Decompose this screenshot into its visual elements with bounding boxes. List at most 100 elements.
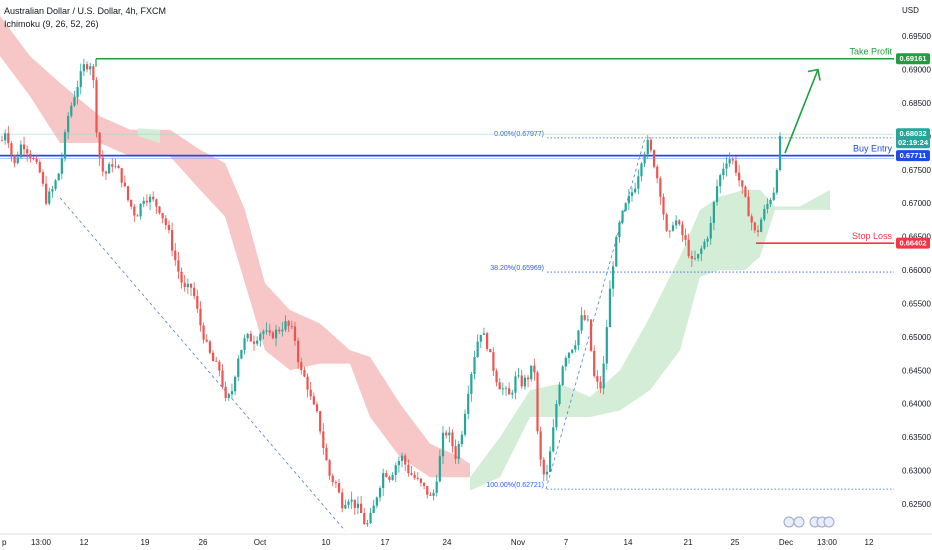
candle-body	[703, 241, 706, 249]
event-flag-icon[interactable]	[783, 516, 795, 528]
candle-body	[536, 372, 539, 432]
candle-down	[174, 242, 177, 266]
candle-body	[530, 365, 533, 380]
cloud-bullish	[470, 189, 830, 491]
y-tick-label: 0.65500	[902, 299, 931, 308]
event-flag-icon[interactable]	[823, 516, 835, 528]
candle-body	[766, 203, 769, 209]
candle-body	[561, 366, 564, 385]
x-tick-label: p	[2, 538, 7, 547]
candle-up	[675, 215, 678, 229]
candle-body	[643, 154, 646, 164]
indicator-legend[interactable]: Ichimoku (9, 26, 52, 26)	[4, 19, 99, 29]
candle-down	[13, 154, 16, 168]
candle-body	[136, 215, 139, 217]
candle-body	[678, 220, 681, 225]
candle-down	[331, 473, 334, 487]
candle-body	[520, 375, 523, 387]
buy-entry-label: Buy Entry	[853, 144, 893, 154]
candle-down	[268, 323, 271, 336]
candle-down	[652, 149, 656, 169]
candle-up	[230, 383, 234, 400]
candle-up	[618, 220, 621, 243]
candle-body	[224, 386, 227, 398]
candle-body	[54, 180, 57, 190]
candle-body	[341, 492, 344, 509]
candle-body	[391, 475, 394, 480]
candle-body	[473, 357, 476, 375]
event-flag-icon[interactable]	[793, 516, 805, 528]
take-profit-tag-text: 0.69161	[899, 54, 926, 63]
x-tick-label: Oct	[254, 538, 267, 547]
candle-body	[306, 376, 309, 390]
candle-up	[48, 187, 51, 206]
candle-body	[293, 326, 297, 341]
candle-body	[334, 482, 337, 484]
candle-up	[627, 189, 630, 211]
candle-down	[334, 480, 337, 489]
candle-body	[32, 157, 35, 160]
candle-body	[435, 481, 438, 493]
candle-down	[290, 320, 293, 330]
candle-body	[19, 144, 22, 158]
candle-down	[252, 335, 256, 351]
candle-body	[259, 333, 262, 341]
candle-down	[123, 175, 126, 188]
x-tick-label: 24	[443, 538, 452, 547]
x-tick-label: 26	[199, 538, 208, 547]
candle-body	[51, 189, 54, 192]
candle-body	[479, 334, 482, 342]
candle-up	[706, 236, 709, 248]
candle-body	[741, 180, 744, 187]
candle-down	[690, 250, 693, 267]
candle-up	[142, 196, 145, 208]
price-axis[interactable]: 0.695000.690000.685000.680000.675000.670…	[902, 32, 931, 509]
candle-body	[268, 330, 271, 333]
candle-down	[360, 496, 363, 514]
candle-down	[152, 191, 155, 202]
candle-down	[413, 471, 416, 480]
candle-down	[747, 190, 750, 217]
candle-body	[394, 465, 397, 476]
projection-arrow	[784, 68, 821, 154]
candle-up	[564, 355, 567, 371]
candle-down	[454, 439, 457, 464]
candle-up	[624, 202, 627, 212]
candle-up	[186, 278, 189, 295]
y-tick-label: 0.67000	[902, 199, 931, 208]
candle-down	[164, 215, 167, 230]
candle-body	[555, 403, 558, 428]
candle-body	[501, 388, 504, 390]
candle-body	[719, 175, 722, 187]
candle-down	[508, 382, 511, 395]
candle-down	[306, 373, 309, 398]
candle-body	[347, 501, 350, 505]
candle-up	[19, 140, 22, 159]
candle-body	[290, 325, 293, 327]
take-profit-tag-bg	[896, 53, 930, 65]
candle-down	[287, 320, 290, 332]
candle-up	[51, 185, 54, 198]
candle-up	[4, 129, 7, 145]
candle-down	[388, 475, 391, 483]
candle-body	[196, 296, 199, 309]
candle-down	[596, 370, 599, 390]
candle-down	[303, 366, 306, 378]
candle-up	[391, 472, 394, 481]
candle-body	[297, 340, 300, 363]
candle-body	[240, 349, 243, 359]
candle-up	[693, 250, 697, 261]
candle-body	[388, 476, 391, 480]
time-axis[interactable]: p 13:00 12 19 26 Oct 10 17 24 Nov 7 14 21 25 Dec 13:00 1…	[2, 538, 874, 547]
candle-body	[325, 447, 328, 461]
candle-down	[495, 368, 498, 387]
candle-down	[41, 169, 45, 187]
candle-up	[722, 162, 725, 180]
candle-down	[756, 225, 760, 237]
economic-events[interactable]	[783, 516, 835, 528]
candle-up	[457, 441, 460, 465]
chart-title: Australian Dollar / U.S. Dollar, 4h, FXC…	[4, 6, 167, 16]
fibonacci-levels: 0.00%(0.67977)38.20%(0.65969)100.00%(0.6…	[0, 131, 895, 490]
